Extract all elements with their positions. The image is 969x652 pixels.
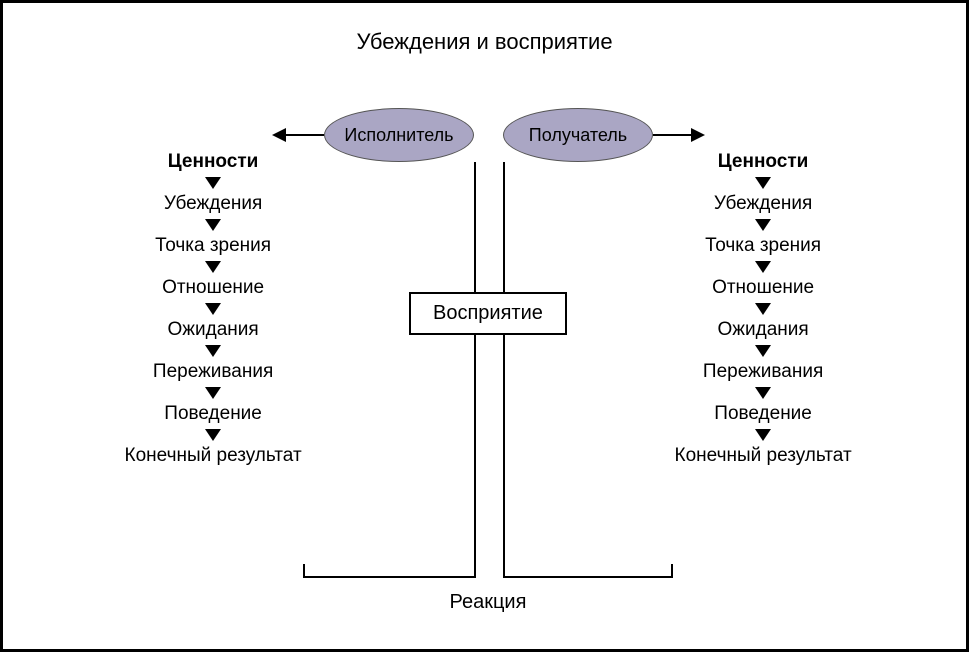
list-item: Точка зрения [155, 235, 271, 257]
list-item: Отношение [712, 277, 814, 299]
down-arrow-icon [755, 303, 771, 315]
list-item: Ценности [168, 151, 259, 173]
list-item: Ценности [718, 151, 809, 173]
right-value-list: Ценности Убеждения Точка зрения Отношение Ож… [675, 151, 852, 467]
vertical-line-left [474, 162, 476, 578]
list-item: Поведение [164, 403, 262, 425]
bottom-tick-left [303, 564, 305, 578]
right-arrow-head-icon [691, 128, 705, 142]
list-item: Убеждения [714, 193, 812, 215]
list-item: Конечный результат [125, 445, 302, 467]
down-arrow-icon [205, 261, 221, 273]
left-value-list: Ценности Убеждения Точка зрения Отношение Ож… [125, 151, 302, 467]
list-item: Ожидания [168, 319, 259, 341]
left-arrow-line [286, 134, 324, 136]
down-arrow-icon [205, 345, 221, 357]
perception-box: Восприятие [409, 292, 567, 335]
down-arrow-icon [755, 219, 771, 231]
list-item: Конечный результат [675, 445, 852, 467]
list-item: Отношение [162, 277, 264, 299]
reaction-label: Реакция [450, 591, 527, 614]
list-item: Точка зрения [705, 235, 821, 257]
list-item: Переживания [153, 361, 273, 383]
list-item: Убеждения [164, 193, 262, 215]
down-arrow-icon [205, 219, 221, 231]
diagram-title: Убеждения и восприятие [3, 29, 966, 55]
right-arrow-line [653, 134, 691, 136]
down-arrow-icon [205, 387, 221, 399]
list-item: Поведение [714, 403, 812, 425]
down-arrow-icon [205, 303, 221, 315]
list-item: Переживания [703, 361, 823, 383]
down-arrow-icon [205, 429, 221, 441]
bottom-horizontal-right [503, 576, 673, 578]
performer-ellipse: Исполнитель [324, 108, 474, 162]
down-arrow-icon [755, 261, 771, 273]
down-arrow-icon [205, 177, 221, 189]
list-item: Ожидания [718, 319, 809, 341]
receiver-ellipse: Получатель [503, 108, 653, 162]
bottom-tick-right [671, 564, 673, 578]
bottom-horizontal-left [303, 576, 476, 578]
down-arrow-icon [755, 345, 771, 357]
down-arrow-icon [755, 387, 771, 399]
down-arrow-icon [755, 429, 771, 441]
left-arrow-head-icon [272, 128, 286, 142]
diagram-frame: Убеждения и восприятие Исполнитель Получ… [0, 0, 969, 652]
down-arrow-icon [755, 177, 771, 189]
vertical-line-right [503, 162, 505, 578]
